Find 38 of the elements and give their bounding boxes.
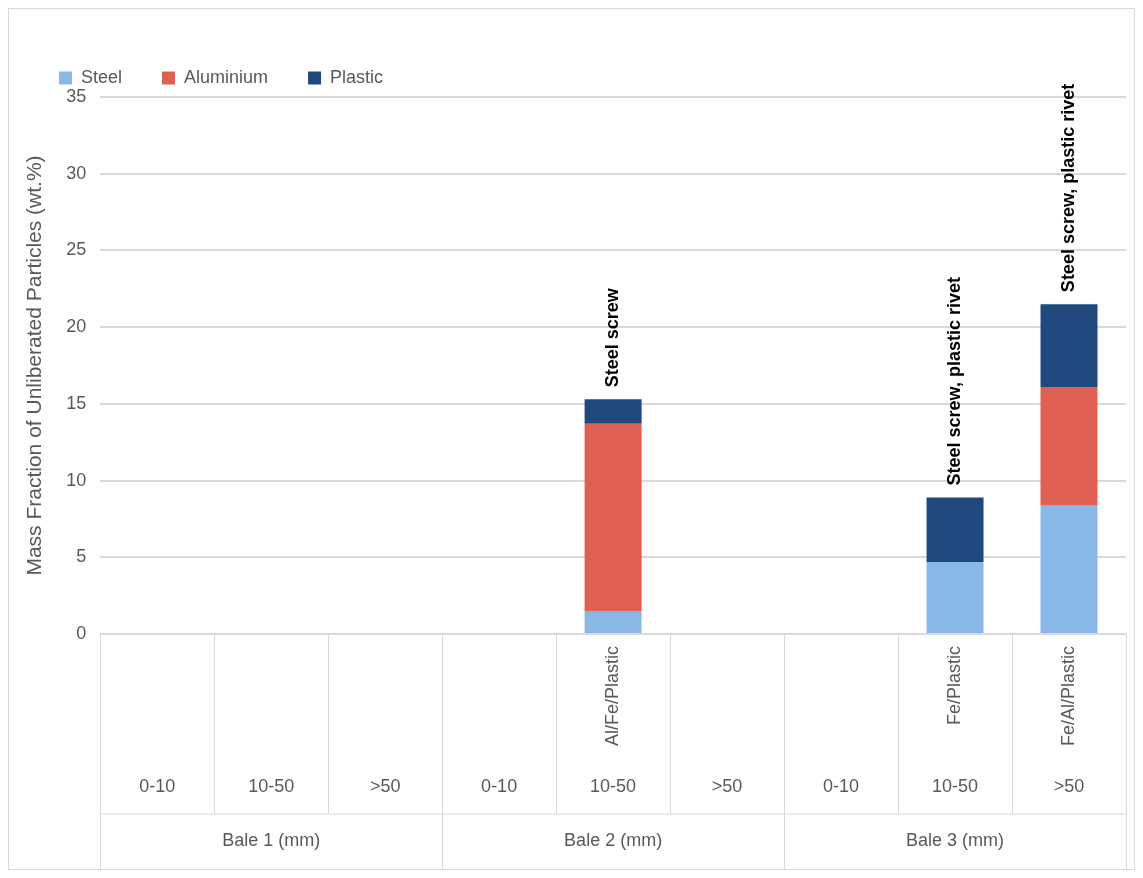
y-tick-label: 25: [66, 239, 87, 260]
text: Bale 1 (mm): [222, 829, 321, 850]
x-tick-label: 10-50: [590, 775, 637, 796]
bar: [584, 399, 642, 424]
legend-label: Aluminium: [184, 66, 269, 87]
data-label: Al/Fe/Plastic: [602, 646, 623, 747]
text: Bale 2 (mm): [564, 829, 663, 850]
data-label: Steel screw: [602, 287, 623, 388]
legend-label: Steel: [81, 66, 123, 87]
text: Bale 3 (mm): [906, 829, 1005, 850]
x-tick-label: 0-10: [481, 775, 518, 796]
x-tick-label: >50: [1053, 775, 1085, 796]
bar: [584, 423, 642, 611]
data-label: Fe/Plastic: [944, 646, 965, 726]
y-axis-title: Mass Fraction of Unliberated Particles (wt.%): [22, 155, 46, 576]
x-tick-label: 0-10: [139, 775, 176, 796]
y-tick-label: 15: [66, 392, 87, 413]
bar: [926, 561, 984, 633]
y-tick-label: 30: [66, 162, 87, 183]
y-tick-label: 0: [76, 622, 87, 643]
bar: [1040, 304, 1098, 387]
bar: [1040, 386, 1098, 506]
legend-label: Plastic: [330, 66, 384, 87]
y-tick-label: 10: [66, 469, 87, 490]
y-tick-label: 35: [66, 85, 87, 106]
x-tick-label: 10-50: [248, 775, 295, 796]
x-tick-label: 0-10: [823, 775, 860, 796]
x-tick-label: >50: [369, 775, 401, 796]
x-tick-label: 10-50: [932, 775, 979, 796]
data-label: Steel screw, plastic rivet: [1057, 83, 1078, 293]
bar: [584, 610, 642, 633]
y-tick-label: 5: [76, 546, 87, 567]
data-label: Steel screw, plastic rivet: [944, 277, 965, 486]
x-tick-label: >50: [711, 775, 743, 796]
bar: [1040, 505, 1098, 633]
data-label: Fe/Al/Plastic: [1057, 646, 1078, 747]
bar: [926, 497, 984, 562]
y-tick-label: 20: [66, 316, 87, 337]
